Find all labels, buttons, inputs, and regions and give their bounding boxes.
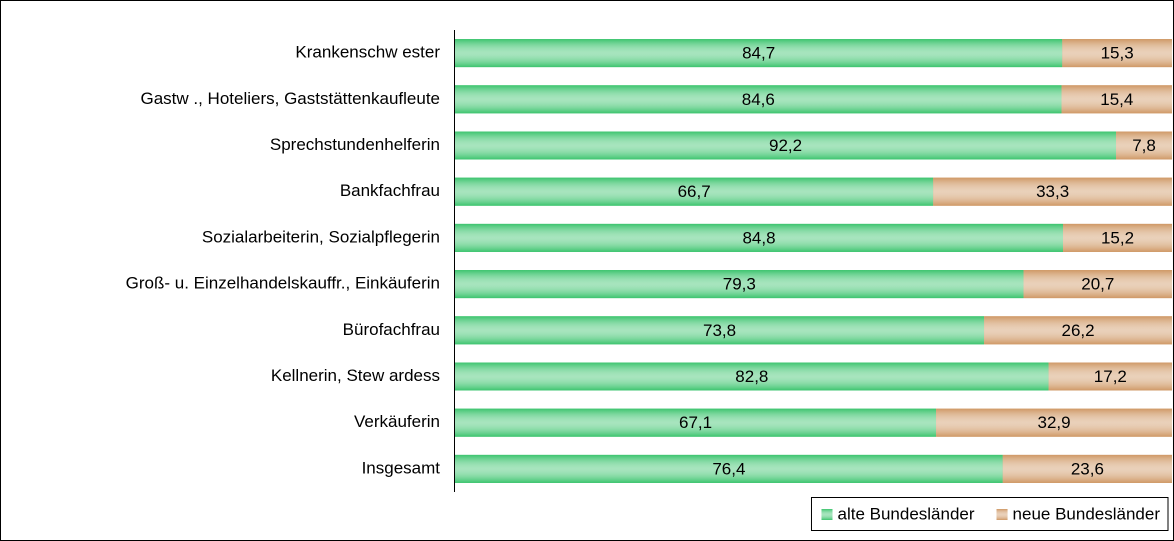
y-tick-label: Bürofachfrau [343,320,440,339]
data-label: 15,4 [1100,90,1133,109]
bar-shine [455,223,1064,252]
data-label: 26,2 [1062,321,1095,340]
data-label: 32,9 [1038,413,1071,432]
data-label: 66,7 [678,182,711,201]
data-label: 20,7 [1081,275,1114,294]
y-tick-label: Verkäuferin [354,412,440,431]
bar-shine [1023,270,1172,299]
data-label: 15,2 [1101,228,1134,247]
bar-shine [1061,85,1172,114]
bar-shine [936,408,1172,437]
legend-swatch-shine [821,509,833,520]
data-label: 84,8 [742,228,775,247]
y-tick-label: Sprechstundenhelferin [270,135,440,154]
bar-shine [455,316,985,345]
legend-label: alte Bundesländer [837,504,974,523]
y-tick-label: Sozialarbeiterin, Sozialpflegerin [202,227,440,246]
bar-shine [455,177,934,206]
y-tick-label: Bankfachfrau [340,181,440,200]
data-label: 76,4 [712,459,745,478]
y-tick-label: Insgesamt [362,458,441,477]
data-label: 67,1 [679,413,712,432]
legend-swatch-shine [996,509,1008,520]
y-tick-label: Kellnerin, Stew ardess [271,366,440,385]
bar-shine [1048,362,1172,391]
bar-shine [1062,39,1172,68]
legend-box [810,497,1169,531]
bar-shine [1116,131,1172,160]
data-label: 82,8 [735,367,768,386]
data-label: 84,6 [742,90,775,109]
bar-shine [455,408,937,437]
data-label: 15,3 [1101,44,1134,63]
data-label: 33,3 [1036,182,1069,201]
legend-label: neue Bundesländer [1013,504,1161,523]
data-label: 73,8 [703,321,736,340]
bar-shine [1002,454,1172,483]
data-label: 92,2 [769,136,802,155]
data-label: 84,7 [742,44,775,63]
data-label: 17,2 [1094,367,1127,386]
bar-shine [984,316,1172,345]
bar-shine [455,85,1062,114]
y-tick-label: Krankenschw ester [295,43,440,62]
bar-shine [455,362,1049,391]
bar-shine [1063,223,1172,252]
bar-shine [455,454,1003,483]
data-label: 23,6 [1071,459,1104,478]
data-label: 79,3 [723,275,756,294]
y-tick-label: Gastw ., Hoteliers, Gaststättenkaufleute [140,89,440,108]
bar-shine [455,39,1063,68]
y-tick-label: Groß- u. Einzelhandelskauffr., Einkäufer… [126,274,440,293]
bar-shine [933,177,1172,206]
legend: alte Bundesländer neue Bundesländer [810,497,1169,531]
data-label: 7,8 [1132,136,1156,155]
bar-shine [455,270,1024,299]
bar-shine [455,131,1117,160]
